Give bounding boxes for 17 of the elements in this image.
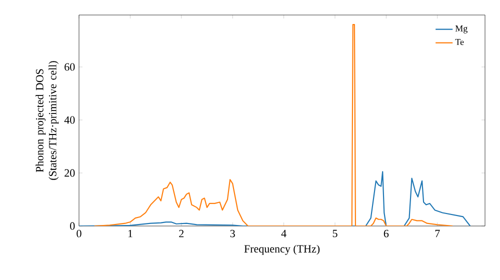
y-tick-label: 60 [64, 63, 75, 71]
x-tick-label: 1 [128, 230, 132, 238]
x-tick-label: 2 [179, 230, 184, 238]
legend-label: Te [455, 39, 464, 46]
line-series [94, 24, 454, 226]
x-tick-label: 4 [281, 230, 286, 238]
y-axis-title: Phonon projected DOS (States/THz·primitive cell) [36, 61, 59, 180]
legend-label: Mg [455, 26, 468, 34]
x-tick-label: 0 [76, 230, 82, 238]
y-tick-label: 0 [70, 222, 75, 230]
x-tick-label: 7 [435, 230, 440, 238]
x-tick-label: 3 [230, 230, 235, 238]
x-tick-label: 6 [384, 230, 389, 238]
y-tick-label: 40 [64, 116, 75, 124]
x-axis-title: Frequency (THz) [244, 244, 320, 255]
x-tick-label: 5 [332, 230, 338, 238]
y-tick-label: 20 [64, 169, 75, 177]
